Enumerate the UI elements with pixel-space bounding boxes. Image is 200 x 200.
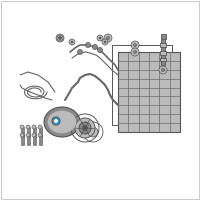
Circle shape (52, 117, 60, 125)
Circle shape (32, 133, 36, 137)
Bar (38, 127, 42, 137)
Circle shape (134, 44, 136, 46)
Circle shape (75, 118, 95, 138)
Circle shape (83, 126, 88, 130)
Circle shape (88, 127, 98, 137)
Ellipse shape (44, 107, 80, 137)
Bar (21, 135, 24, 145)
Circle shape (131, 48, 139, 56)
Circle shape (106, 36, 110, 40)
Circle shape (97, 35, 103, 41)
Bar (112, 45, 172, 125)
Circle shape (54, 119, 58, 122)
Circle shape (69, 39, 75, 45)
Bar (26, 127, 30, 137)
Bar (26, 135, 30, 145)
Circle shape (32, 125, 36, 129)
Circle shape (162, 68, 164, 72)
Circle shape (78, 49, 83, 54)
Bar (160, 51, 166, 55)
Bar (160, 58, 166, 61)
Circle shape (56, 34, 64, 42)
Circle shape (38, 125, 42, 129)
Circle shape (71, 41, 73, 43)
Bar (160, 34, 166, 39)
Bar (161, 37, 165, 65)
Circle shape (26, 125, 30, 129)
Bar (32, 127, 36, 137)
Circle shape (57, 35, 63, 41)
Circle shape (58, 36, 62, 40)
Bar (160, 43, 166, 47)
Circle shape (59, 37, 61, 39)
Bar (118, 52, 180, 132)
Bar (38, 135, 42, 145)
Circle shape (20, 125, 24, 129)
Circle shape (131, 41, 139, 49)
Circle shape (26, 133, 30, 137)
Bar (21, 127, 24, 137)
Circle shape (92, 45, 98, 49)
Circle shape (20, 133, 24, 137)
Circle shape (159, 66, 167, 74)
Bar (32, 135, 36, 145)
Circle shape (79, 122, 91, 134)
Circle shape (86, 43, 90, 47)
Circle shape (38, 133, 42, 137)
Circle shape (99, 37, 101, 39)
Circle shape (104, 41, 106, 43)
Ellipse shape (48, 111, 76, 133)
Circle shape (98, 47, 102, 52)
Circle shape (104, 34, 112, 42)
Circle shape (102, 39, 108, 45)
Circle shape (134, 88, 142, 96)
Circle shape (134, 50, 136, 53)
Circle shape (151, 88, 159, 96)
